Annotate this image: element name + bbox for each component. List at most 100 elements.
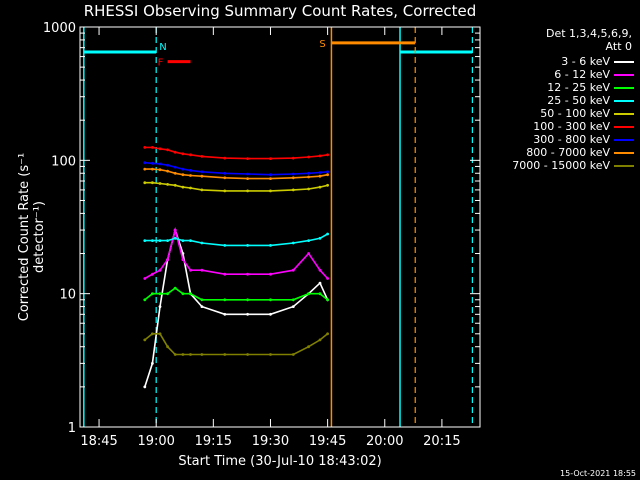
legend: 3 - 6 keV 6 - 12 keV 12 - 25 keV 25 - 50 ke… [480, 55, 640, 172]
series-point [307, 155, 310, 159]
series-point [181, 152, 185, 156]
series-point [291, 172, 295, 176]
legend-entry: 800 - 7000 keV [480, 146, 640, 159]
series-point [200, 241, 204, 245]
series-point [291, 241, 295, 245]
series-point [269, 312, 272, 316]
series-point [166, 239, 170, 243]
x-tick-label: 19:00 [137, 434, 174, 449]
series-point [166, 169, 170, 173]
series-point [223, 171, 227, 175]
series-point [143, 338, 147, 342]
series-point [143, 146, 147, 149]
series-point [151, 167, 154, 171]
footer-timestamp: 15-Oct-2021 18:55 [560, 469, 636, 478]
series-point [223, 189, 227, 193]
legend-entry-label: 3 - 6 keV [561, 55, 610, 68]
series-point [143, 167, 147, 171]
series-point [291, 298, 295, 302]
series-point [326, 173, 329, 177]
series-point [223, 176, 227, 180]
legend-detectors: Det 1,3,4,5,6,9, [545, 27, 632, 40]
series-point [246, 157, 250, 161]
series-point [223, 272, 227, 276]
series-point [223, 353, 227, 356]
series-point [307, 175, 310, 179]
series-point [143, 277, 147, 280]
legend-entry-label: 300 - 800 keV [533, 133, 610, 146]
series-point [181, 239, 185, 243]
legend-swatch [614, 165, 634, 167]
series-layer [143, 146, 329, 389]
series-line [144, 287, 329, 301]
series-point [291, 268, 295, 272]
series-point [269, 272, 272, 276]
series-point [269, 189, 272, 193]
series-point [326, 170, 329, 174]
legend-entry-label: 50 - 100 keV [540, 107, 610, 120]
series-point [151, 292, 154, 296]
series-point [269, 298, 272, 302]
series-point [173, 150, 177, 154]
series-point [326, 232, 329, 236]
series-point [318, 236, 322, 240]
series-point [151, 181, 154, 185]
legend-entry: 100 - 300 keV [480, 120, 640, 133]
legend-entry-label: 25 - 50 keV [547, 94, 610, 107]
series-point [166, 292, 170, 296]
series-point [181, 353, 185, 356]
legend-swatch [614, 113, 634, 115]
series-point [166, 148, 170, 152]
series-point [200, 353, 204, 356]
series-point [269, 157, 272, 161]
series-point [318, 268, 322, 272]
series-point [200, 174, 204, 178]
series-point [246, 244, 250, 247]
series-point [269, 244, 272, 247]
series-point [291, 305, 295, 308]
series-line [144, 227, 329, 388]
series-point [173, 183, 177, 187]
saa-label: S [319, 39, 325, 50]
y-tick-label: 10 [59, 288, 76, 303]
series-point [189, 239, 192, 243]
series-point [307, 171, 310, 175]
series-point [246, 353, 250, 356]
series-point [189, 174, 192, 177]
legend-entry: 300 - 800 keV [480, 133, 640, 146]
series-point [269, 177, 272, 181]
series-point [173, 228, 177, 232]
series-point [318, 171, 322, 174]
series-point [173, 353, 177, 356]
series-point [143, 239, 147, 243]
series-point [151, 239, 154, 243]
series-point [143, 161, 147, 165]
series-point [223, 298, 227, 302]
series-point [166, 258, 170, 261]
series-point [173, 286, 177, 290]
series-point [291, 156, 295, 160]
series-point [307, 252, 310, 255]
series-point [318, 154, 322, 158]
series-point [181, 258, 185, 261]
series-point [318, 281, 322, 285]
series-point [291, 353, 295, 356]
legend-swatch [614, 100, 634, 102]
legend-entry-label: 6 - 12 keV [554, 68, 610, 81]
series-point [173, 236, 177, 240]
y-tick-label: 1000 [43, 21, 76, 36]
series-point [223, 156, 227, 160]
legend-entry: 50 - 100 keV [480, 107, 640, 120]
series-point [158, 332, 162, 336]
annotation-layer: N S F [83, 27, 473, 427]
series-point [246, 272, 250, 276]
series-point [158, 305, 162, 308]
series-point [189, 169, 192, 172]
series-point [166, 163, 170, 167]
legend-entry: 6 - 12 keV [480, 68, 640, 81]
series-point [189, 268, 192, 272]
series-point [189, 353, 192, 356]
series-line [144, 181, 328, 192]
legend-entry-label: 12 - 25 keV [547, 81, 610, 94]
